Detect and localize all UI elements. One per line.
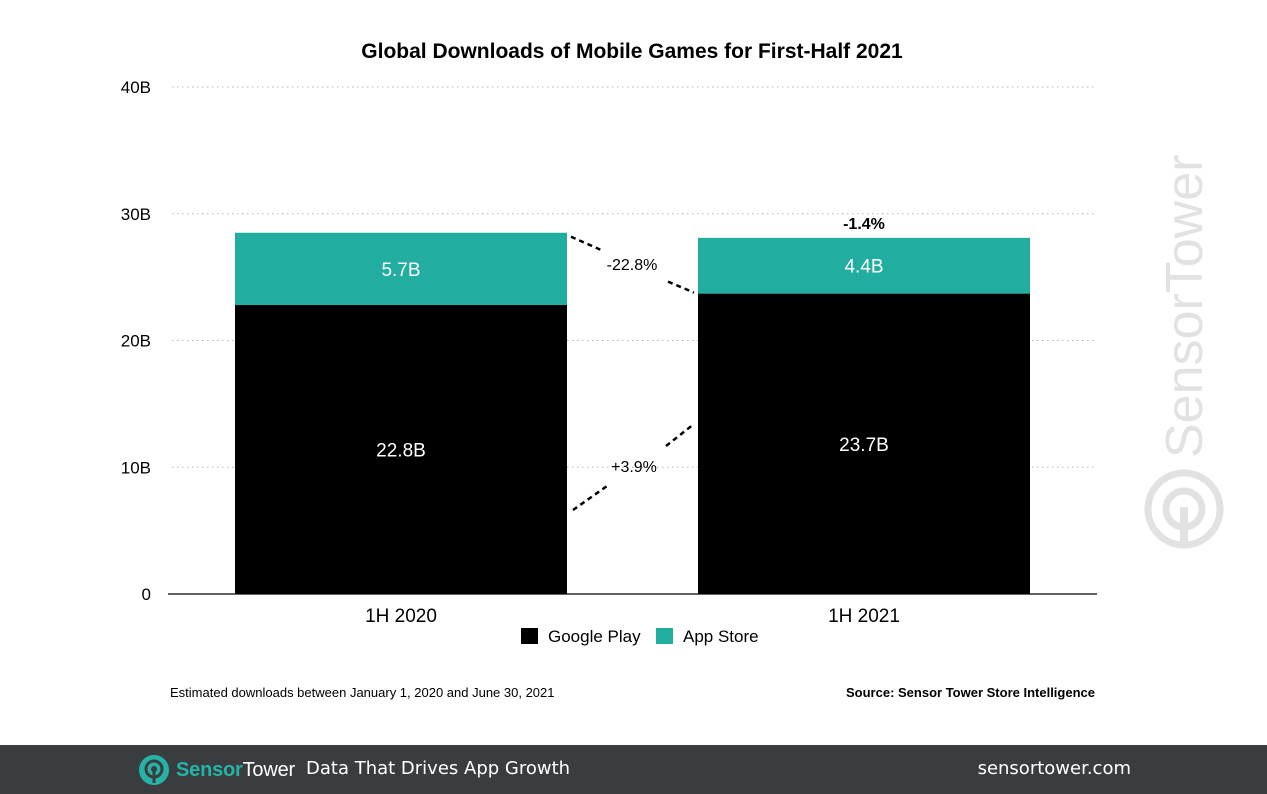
legend-label-google-play: Google Play	[548, 627, 641, 646]
annotation-app-store-change: -22.8%	[607, 257, 658, 274]
sensor-tower-logo-icon	[139, 755, 169, 785]
connector-google-play-end	[665, 423, 695, 447]
annotation-google-play-change: +3.9%	[611, 459, 657, 476]
watermark: SensorTower	[1144, 155, 1224, 549]
watermark-text: SensorTower	[1156, 155, 1214, 458]
legend-swatch-app-store	[656, 628, 673, 644]
y-tick-label-10B: 10B	[121, 458, 151, 477]
data-label-google-play-1h-2021: 23.7B	[839, 435, 889, 456]
footer-tagline: Data That Drives App Growth	[306, 758, 571, 779]
legend-swatch-google-play	[521, 628, 538, 644]
bars: 22.8B 5.7B 23.7B 4.4B	[235, 232, 1030, 594]
bar-app-store-1h-2020	[235, 232, 567, 306]
legend-label-app-store: App Store	[683, 627, 759, 646]
watermark-logo-icon	[1144, 469, 1224, 549]
y-tick-label-20B: 20B	[121, 332, 151, 351]
bar-google-play-1h-2021	[698, 293, 1030, 594]
chart-title: Global Downloads of Mobile Games for Fir…	[361, 40, 903, 63]
annotation-total-change: -1.4%	[843, 216, 885, 233]
y-axis-ticks: 0 10B 20B 30B 40B	[121, 78, 151, 604]
x-tick-label-1h-2020: 1H 2020	[365, 606, 437, 627]
data-label-google-play-1h-2020: 22.8B	[376, 441, 426, 462]
change-connectors	[570, 235, 695, 512]
connector-google-play-start	[572, 484, 608, 512]
legend: Google Play App Store	[521, 627, 759, 646]
y-tick-label-40B: 40B	[121, 78, 151, 97]
footnote-source: Source: Sensor Tower Store Intelligence	[846, 685, 1095, 700]
footer-brand-bold: Sensor	[176, 758, 243, 781]
data-label-app-store-1h-2021: 4.4B	[844, 257, 883, 278]
y-tick-label-30B: 30B	[121, 205, 151, 224]
data-label-app-store-1h-2020: 5.7B	[381, 260, 420, 281]
chart: Global Downloads of Mobile Games for Fir…	[121, 40, 1224, 700]
connector-app-store-end	[667, 280, 695, 294]
footnote-estimated-downloads: Estimated downloads between January 1, 2…	[170, 685, 555, 700]
footer-bar: SensorTower Data That Drives App Growth …	[0, 745, 1267, 794]
bar-google-play-1h-2020	[235, 305, 567, 594]
y-tick-label-0: 0	[142, 585, 151, 604]
bar-app-store-1h-2021	[698, 237, 1030, 294]
footer-brand-name: SensorTower	[176, 759, 295, 782]
x-tick-label-1h-2021: 1H 2021	[828, 606, 900, 627]
footer-brand[interactable]: SensorTower	[138, 755, 295, 785]
footer-brand-light: Tower	[242, 758, 296, 781]
connector-app-store-start	[570, 235, 604, 252]
footer-site-link[interactable]: sensortower.com	[977, 758, 1131, 779]
